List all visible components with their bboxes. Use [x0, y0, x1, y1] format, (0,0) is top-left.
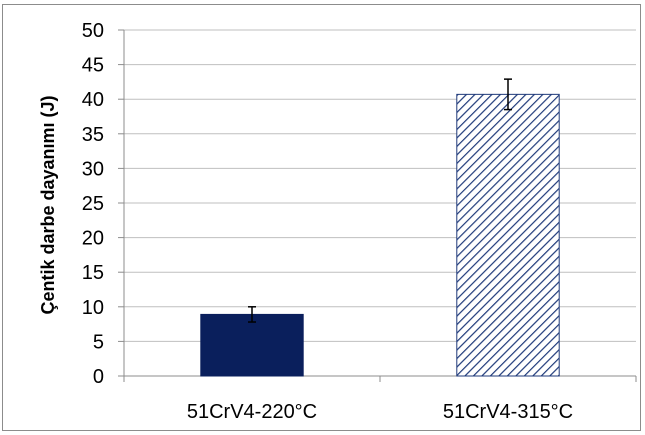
y-axis-label: Çentik darbe dayanımı (J)	[38, 95, 58, 314]
y-tick-label: 45	[82, 55, 104, 77]
y-tick-label: 15	[82, 262, 104, 284]
bar-2	[456, 93, 560, 377]
y-tick-label: 50	[82, 20, 104, 42]
y-tick-label: 25	[82, 193, 104, 215]
bar-1	[200, 313, 304, 377]
y-tick-label: 35	[82, 124, 104, 146]
x-category-label: 51CrV4-220°C	[187, 401, 317, 423]
x-category-label: 51CrV4-315°C	[443, 401, 573, 423]
y-tick-label: 10	[82, 297, 104, 319]
x-category-labels: 51CrV4-220°C 51CrV4-315°C	[187, 401, 573, 423]
error-bars	[248, 78, 512, 323]
y-tick-labels: 0 5 10 15 20 25 30 35 40 45 50	[82, 20, 104, 388]
bars	[200, 93, 560, 377]
y-tick-label: 5	[93, 331, 104, 353]
y-tick-label: 40	[82, 89, 104, 111]
y-tick-label: 20	[82, 228, 104, 250]
y-tick-label: 0	[93, 366, 104, 388]
y-tick-label: 30	[82, 158, 104, 180]
